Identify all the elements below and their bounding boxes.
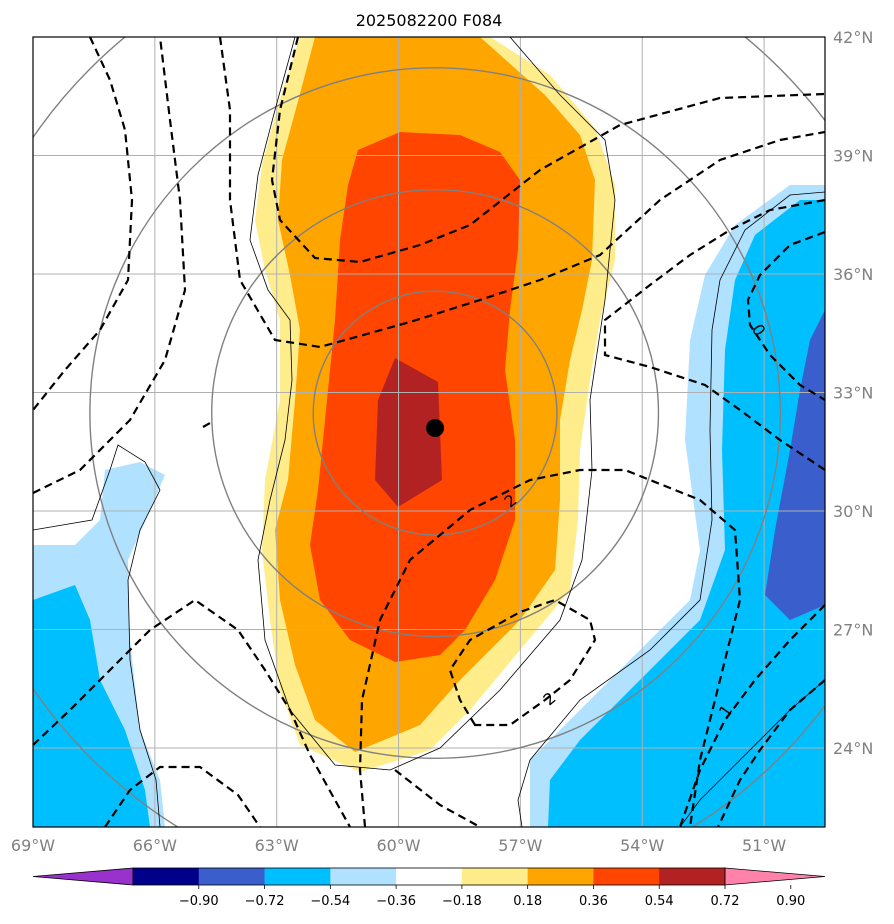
y-tick-label: 36°N [833, 265, 873, 284]
dashed-contour [33, 37, 187, 494]
filled-contours [33, 37, 825, 827]
colorbar-segment [330, 868, 397, 885]
y-tick-labels: 24°N 27°N 30°N 33°N 36°N 39°N 42°N [833, 28, 873, 758]
dashed-contour [746, 230, 825, 401]
dashed-contour [104, 765, 261, 827]
dashed-contour [202, 422, 211, 428]
colorbar-tick-label: −0.72 [245, 894, 285, 909]
shade-dark-red [375, 358, 442, 507]
x-tick-label: 54°W [620, 836, 664, 855]
colorbar-segment [527, 868, 594, 885]
colorbar-extend-high [724, 867, 826, 886]
x-tick-label: 57°W [498, 836, 542, 855]
colorbar-segment [461, 868, 529, 885]
x-tick-label: 60°W [376, 836, 420, 855]
y-tick-label: 42°N [833, 28, 873, 47]
x-tick-label: 63°W [255, 836, 299, 855]
dashed-contour [218, 37, 825, 349]
shade-dark-blue-east [765, 310, 825, 620]
x-tick-labels: 69°W 66°W 63°W 60°W 57°W 54°W 51°W [11, 836, 786, 855]
dashed-contour [358, 468, 742, 827]
dashed-contour [717, 679, 825, 827]
colorbar-tick-label: 0.72 [711, 894, 740, 909]
map-area: 0 1 2 2 [33, 37, 825, 827]
colorbar-segment [593, 868, 660, 885]
colorbar-segment [659, 868, 726, 885]
colorbar-tick-label: −0.18 [442, 894, 482, 909]
y-tick-label: 24°N [833, 739, 873, 758]
shade-blue-west [33, 585, 150, 827]
x-tick-label: 66°W [133, 836, 177, 855]
dashed-contour [603, 198, 825, 471]
x-tick-label: 51°W [742, 836, 786, 855]
colorbar-tick-label: 0.54 [645, 894, 674, 909]
colorbar-tick-label: 0.90 [776, 894, 805, 909]
map-frame [32, 36, 826, 828]
dashed-contours [33, 37, 825, 827]
shade-blue-east [548, 200, 825, 827]
range-ring [211, 188, 660, 638]
dashed-contour [394, 769, 481, 827]
range-rings [33, 37, 825, 827]
storm-center-marker [426, 419, 445, 438]
colorbar-segment [133, 868, 200, 885]
dashed-contour [678, 604, 825, 827]
dashed-contour [270, 37, 825, 264]
y-tick-label: 33°N [833, 384, 873, 403]
range-ring [312, 290, 558, 536]
colorbar-tick-label: 0.36 [579, 894, 608, 909]
dashed-contour [33, 37, 134, 411]
dashed-contour [33, 598, 351, 827]
colorbar-tick-label: −0.90 [179, 894, 219, 909]
colorbar-tick-label: −0.36 [376, 894, 416, 909]
colorbar-tick-label: 0.18 [513, 894, 542, 909]
gridlines [33, 37, 825, 827]
colorbar-segment [198, 868, 266, 885]
y-tick-label: 30°N [833, 502, 873, 521]
colorbar-segment [264, 868, 331, 885]
range-ring [89, 67, 782, 759]
thin-contour-east [517, 191, 825, 827]
colorbar-extend-low [32, 867, 134, 886]
thin-contour-west [33, 444, 161, 827]
thin-contour-center [249, 37, 616, 771]
dashed-contour [448, 598, 597, 727]
chart-title: 2025082200 F084 [356, 11, 503, 30]
colorbar-segment [396, 868, 463, 885]
y-tick-label: 39°N [833, 147, 873, 166]
colorbar-tick-label: −0.54 [310, 894, 350, 909]
y-tick-label: 27°N [833, 621, 873, 640]
colorbar: −0.90 −0.72 −0.54 −0.36 −0.18 0.18 0.36 0.54 0.7… [32, 867, 826, 909]
x-tick-label: 69°W [11, 836, 55, 855]
colorbar-frame [132, 867, 726, 886]
